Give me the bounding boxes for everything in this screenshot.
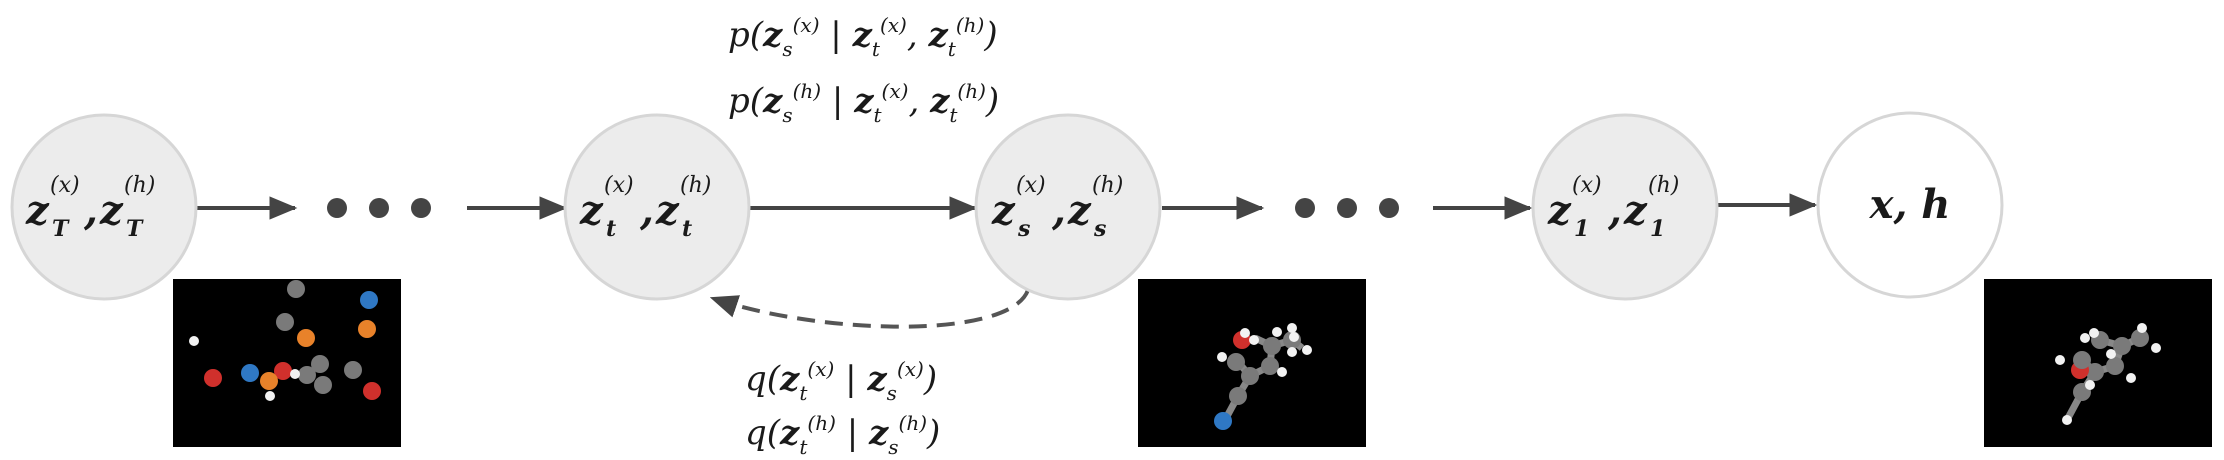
svg-text:1: 1 <box>1574 216 1589 242</box>
svg-text:t: t <box>682 216 692 242</box>
svg-text:z: z <box>1547 187 1572 234</box>
svg-text:T: T <box>52 216 70 242</box>
node-xh: x, h <box>1816 111 2004 299</box>
svg-text:(h): (h) <box>124 173 155 198</box>
svg-text:s: s <box>1093 216 1106 242</box>
svg-text:,: , <box>83 187 98 234</box>
svg-text:(h): (h) <box>1092 173 1123 198</box>
svg-text:T: T <box>126 216 144 242</box>
q-line-2: q(zt(h) | zs(h)) <box>745 411 940 459</box>
ellipsis-left <box>327 198 431 218</box>
p-line-2: p(zs(h) | zt(x), zt(h)) <box>728 79 999 127</box>
svg-text:z: z <box>99 187 124 234</box>
node-z1: z 1 (x) , z 1 (h) <box>1531 113 1719 301</box>
inference-arrow <box>709 289 1030 329</box>
q-line-1: q(zt(x) | zs(x)) <box>745 357 937 405</box>
svg-text:(h): (h) <box>680 173 711 198</box>
svg-text:s: s <box>1017 216 1030 242</box>
svg-text:(x): (x) <box>1016 173 1046 198</box>
svg-text:z: z <box>1623 187 1648 234</box>
molecule-panel-noisy <box>173 279 401 447</box>
svg-text:z: z <box>25 187 50 234</box>
svg-text:(x): (x) <box>1572 173 1602 198</box>
node-zs: z s (x) , z s (h) <box>974 113 1162 301</box>
molecule-panel-intermediate <box>1138 279 1366 447</box>
node-zT: z T (x) , z T (h) <box>10 113 198 301</box>
svg-text:z: z <box>1067 187 1092 234</box>
svg-text:z: z <box>655 187 680 234</box>
svg-text:,: , <box>1051 187 1066 234</box>
svg-text:(x): (x) <box>604 173 634 198</box>
node-xh-label: x, h <box>1869 181 1951 228</box>
molecule-panel-final <box>1984 279 2212 447</box>
svg-text:,: , <box>639 187 654 234</box>
svg-text:(x): (x) <box>50 173 80 198</box>
svg-text:z: z <box>991 187 1016 234</box>
svg-text:,: , <box>1607 187 1622 234</box>
ellipsis-right <box>1295 198 1399 218</box>
p-line-1: p(zs(x) | zt(x), zt(h)) <box>728 13 998 61</box>
chain-arrows <box>197 193 1818 220</box>
generative-label: p(zs(x) | zt(x), zt(h)) p(zs(h) | zt(x),… <box>728 13 999 127</box>
svg-text:t: t <box>606 216 616 242</box>
svg-text:1: 1 <box>1650 216 1665 242</box>
svg-text:z: z <box>579 187 604 234</box>
node-zt: z t (x) , z t (h) <box>563 113 751 301</box>
inference-label: q(zt(x) | zs(x)) q(zt(h) | zs(h)) <box>745 357 940 459</box>
svg-text:(h): (h) <box>1648 173 1679 198</box>
